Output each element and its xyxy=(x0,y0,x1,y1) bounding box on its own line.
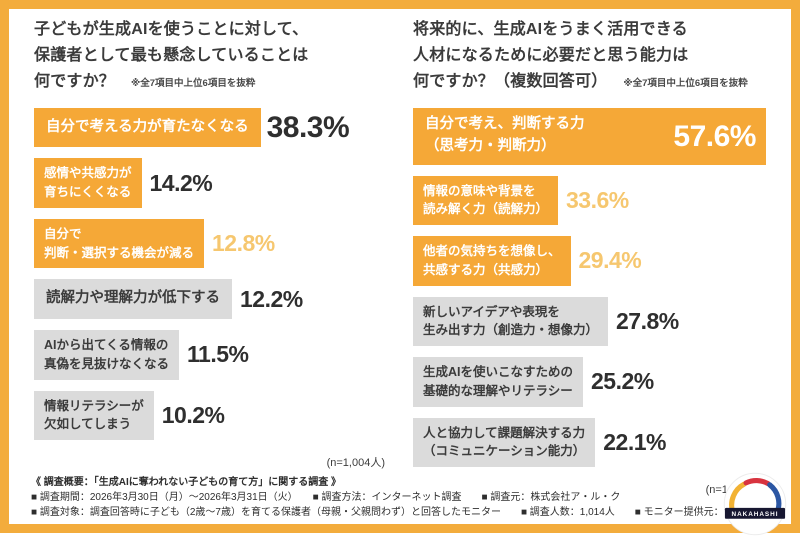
bar-label: 他者の気持ちを想像し、 共感する力（共感力） xyxy=(413,236,571,286)
bar-value: 27.8% xyxy=(616,307,679,334)
bar-value: 14.2% xyxy=(149,169,213,196)
chart-skills: 将来的に、生成AIをうまく活用できる 人材になるために必要だと思う能力は 何です… xyxy=(413,17,766,497)
bar-label: 生成AIを使いこなすための 基礎的な理解やリテラシー xyxy=(413,357,584,407)
bar-row: 人と協力して課題解決する力 （コミュニケーション能力） 22.1% xyxy=(413,417,766,468)
chart-note: ※全7項目中上位6項目を抜粋 xyxy=(623,77,748,89)
survey-heading: 《 調査概要：「生成AIに奪われない子どもの育て方」に関する調査 》 xyxy=(31,477,342,488)
bar-value: 25.2% xyxy=(591,368,654,395)
bar-value: 10.2% xyxy=(161,401,225,428)
title-line-text: 何ですか？ xyxy=(34,72,116,90)
title-line: 何ですか？（複数回答可） ※全7項目中上位6項目を抜粋 xyxy=(413,69,766,95)
bar-rows: 自分で考える力が育たなくなる 38.3% 感情や共感力が 育ちにくくなる 14.… xyxy=(34,107,387,441)
bar-label: 読解力や理解力が低下する xyxy=(34,279,232,320)
title-line: 子どもが生成AIを使うことに対して、 xyxy=(34,21,309,38)
bar-label: 情報の意味や背景を 読み解く力（読解力） xyxy=(413,175,559,226)
bar-row: 情報の意味や背景を 読み解く力（読解力） 33.6% xyxy=(413,175,766,226)
bar-row: 自分で考え、判断する力 （思考力・判断力） 57.6% xyxy=(413,107,766,165)
title-line-text: 何ですか？（複数回答可） xyxy=(413,72,608,90)
title-line: 将来的に、生成AIをうまく活用できる xyxy=(413,21,688,38)
chart-concerns: 子どもが生成AIを使うことに対して、 保護者として最も懸念していることは 何です… xyxy=(34,17,387,497)
bar-row: 感情や共感力が 育ちにくくなる 14.2% xyxy=(34,158,387,208)
title-line: 何ですか？ ※全7項目中上位6項目を抜粋 xyxy=(34,69,387,95)
bar-label: 自分で考える力が育たなくなる xyxy=(34,107,261,148)
bar-value: 57.6% xyxy=(673,119,756,153)
nakahashi-logo-icon: NAKAHASHI xyxy=(723,472,787,536)
chart-concerns-title: 子どもが生成AIを使うことに対して、 保護者として最も懸念していることは 何です… xyxy=(34,17,387,95)
bar-value: 38.3% xyxy=(266,110,350,144)
charts-area: 子どもが生成AIを使うことに対して、 保護者として最も懸念していることは 何です… xyxy=(34,17,766,497)
bar-value: 12.2% xyxy=(240,285,303,312)
bar-value: 11.5% xyxy=(187,341,249,368)
bar-row: 読解力や理解力が低下する 12.2% xyxy=(34,279,387,320)
bar-label: 自分で 判断・選択する機会が減る xyxy=(34,218,205,269)
chart-note: ※全7項目中上位6項目を抜粋 xyxy=(131,77,256,89)
bar-row: 新しいアイデアや表現を 生み出す力（創造力・想像力） 27.8% xyxy=(413,296,766,347)
title-line: 保護者として最も懸念していることは xyxy=(34,46,309,64)
bar-label: 情報リテラシーが 欠如してしまう xyxy=(34,390,154,441)
survey-info: 《 調査概要：「生成AIに奪われない子どもの育て方」に関する調査 》 ■ 調査期… xyxy=(31,475,764,520)
bar-label: 感情や共感力が 育ちにくくなる xyxy=(34,158,142,208)
title-line: 人材になるために必要だと思う能力は xyxy=(413,46,689,64)
bar-value: 29.4% xyxy=(578,247,642,274)
bar-row: 他者の気持ちを想像し、 共感する力（共感力） 29.4% xyxy=(413,236,766,286)
nakahashi-logo: NAKAHASHI xyxy=(723,472,787,536)
bar-value: 22.1% xyxy=(603,428,666,455)
bar-rows: 自分で考え、判断する力 （思考力・判断力） 57.6% 情報の意味や背景を 読み… xyxy=(413,107,766,468)
bar-label: 自分で考え、判断する力 （思考力・判断力） 57.6% xyxy=(413,107,766,165)
bar-value: 12.8% xyxy=(212,230,275,257)
bar-row: 自分で 判断・選択する機会が減る 12.8% xyxy=(34,218,387,269)
bar-label: AIから出てくる情報の 真偽を見抜けなくなる xyxy=(34,330,180,380)
survey-detail-line: ■ 調査期間：2026年3月30日（月）〜2026年3月31日（火） ■ 調査方… xyxy=(31,492,621,503)
bar-label-text: 自分で考え、判断する力 （思考力・判断力） xyxy=(425,116,585,155)
sample-size-label: (n=1,004人) xyxy=(326,457,385,470)
bar-label: 人と協力して課題解決する力 （コミュニケーション能力） xyxy=(413,417,596,468)
bar-row: 自分で考える力が育たなくなる 38.3% xyxy=(34,107,387,148)
bar-value: 33.6% xyxy=(566,186,629,213)
bar-label: 新しいアイデアや表現を 生み出す力（創造力・想像力） xyxy=(413,296,609,347)
survey-detail-line: ■ 調査対象：調査回答時に子ども（2歳〜7歳）を育てる保護者（母親・父親問わず）… xyxy=(31,507,764,518)
bar-row: 情報リテラシーが 欠如してしまう 10.2% xyxy=(34,390,387,441)
chart-skills-title: 将来的に、生成AIをうまく活用できる 人材になるために必要だと思う能力は 何です… xyxy=(413,17,766,95)
bar-row: AIから出てくる情報の 真偽を見抜けなくなる 11.5% xyxy=(34,330,387,380)
bar-row: 生成AIを使いこなすための 基礎的な理解やリテラシー 25.2% xyxy=(413,357,766,407)
logo-text: NAKAHASHI xyxy=(732,511,779,518)
